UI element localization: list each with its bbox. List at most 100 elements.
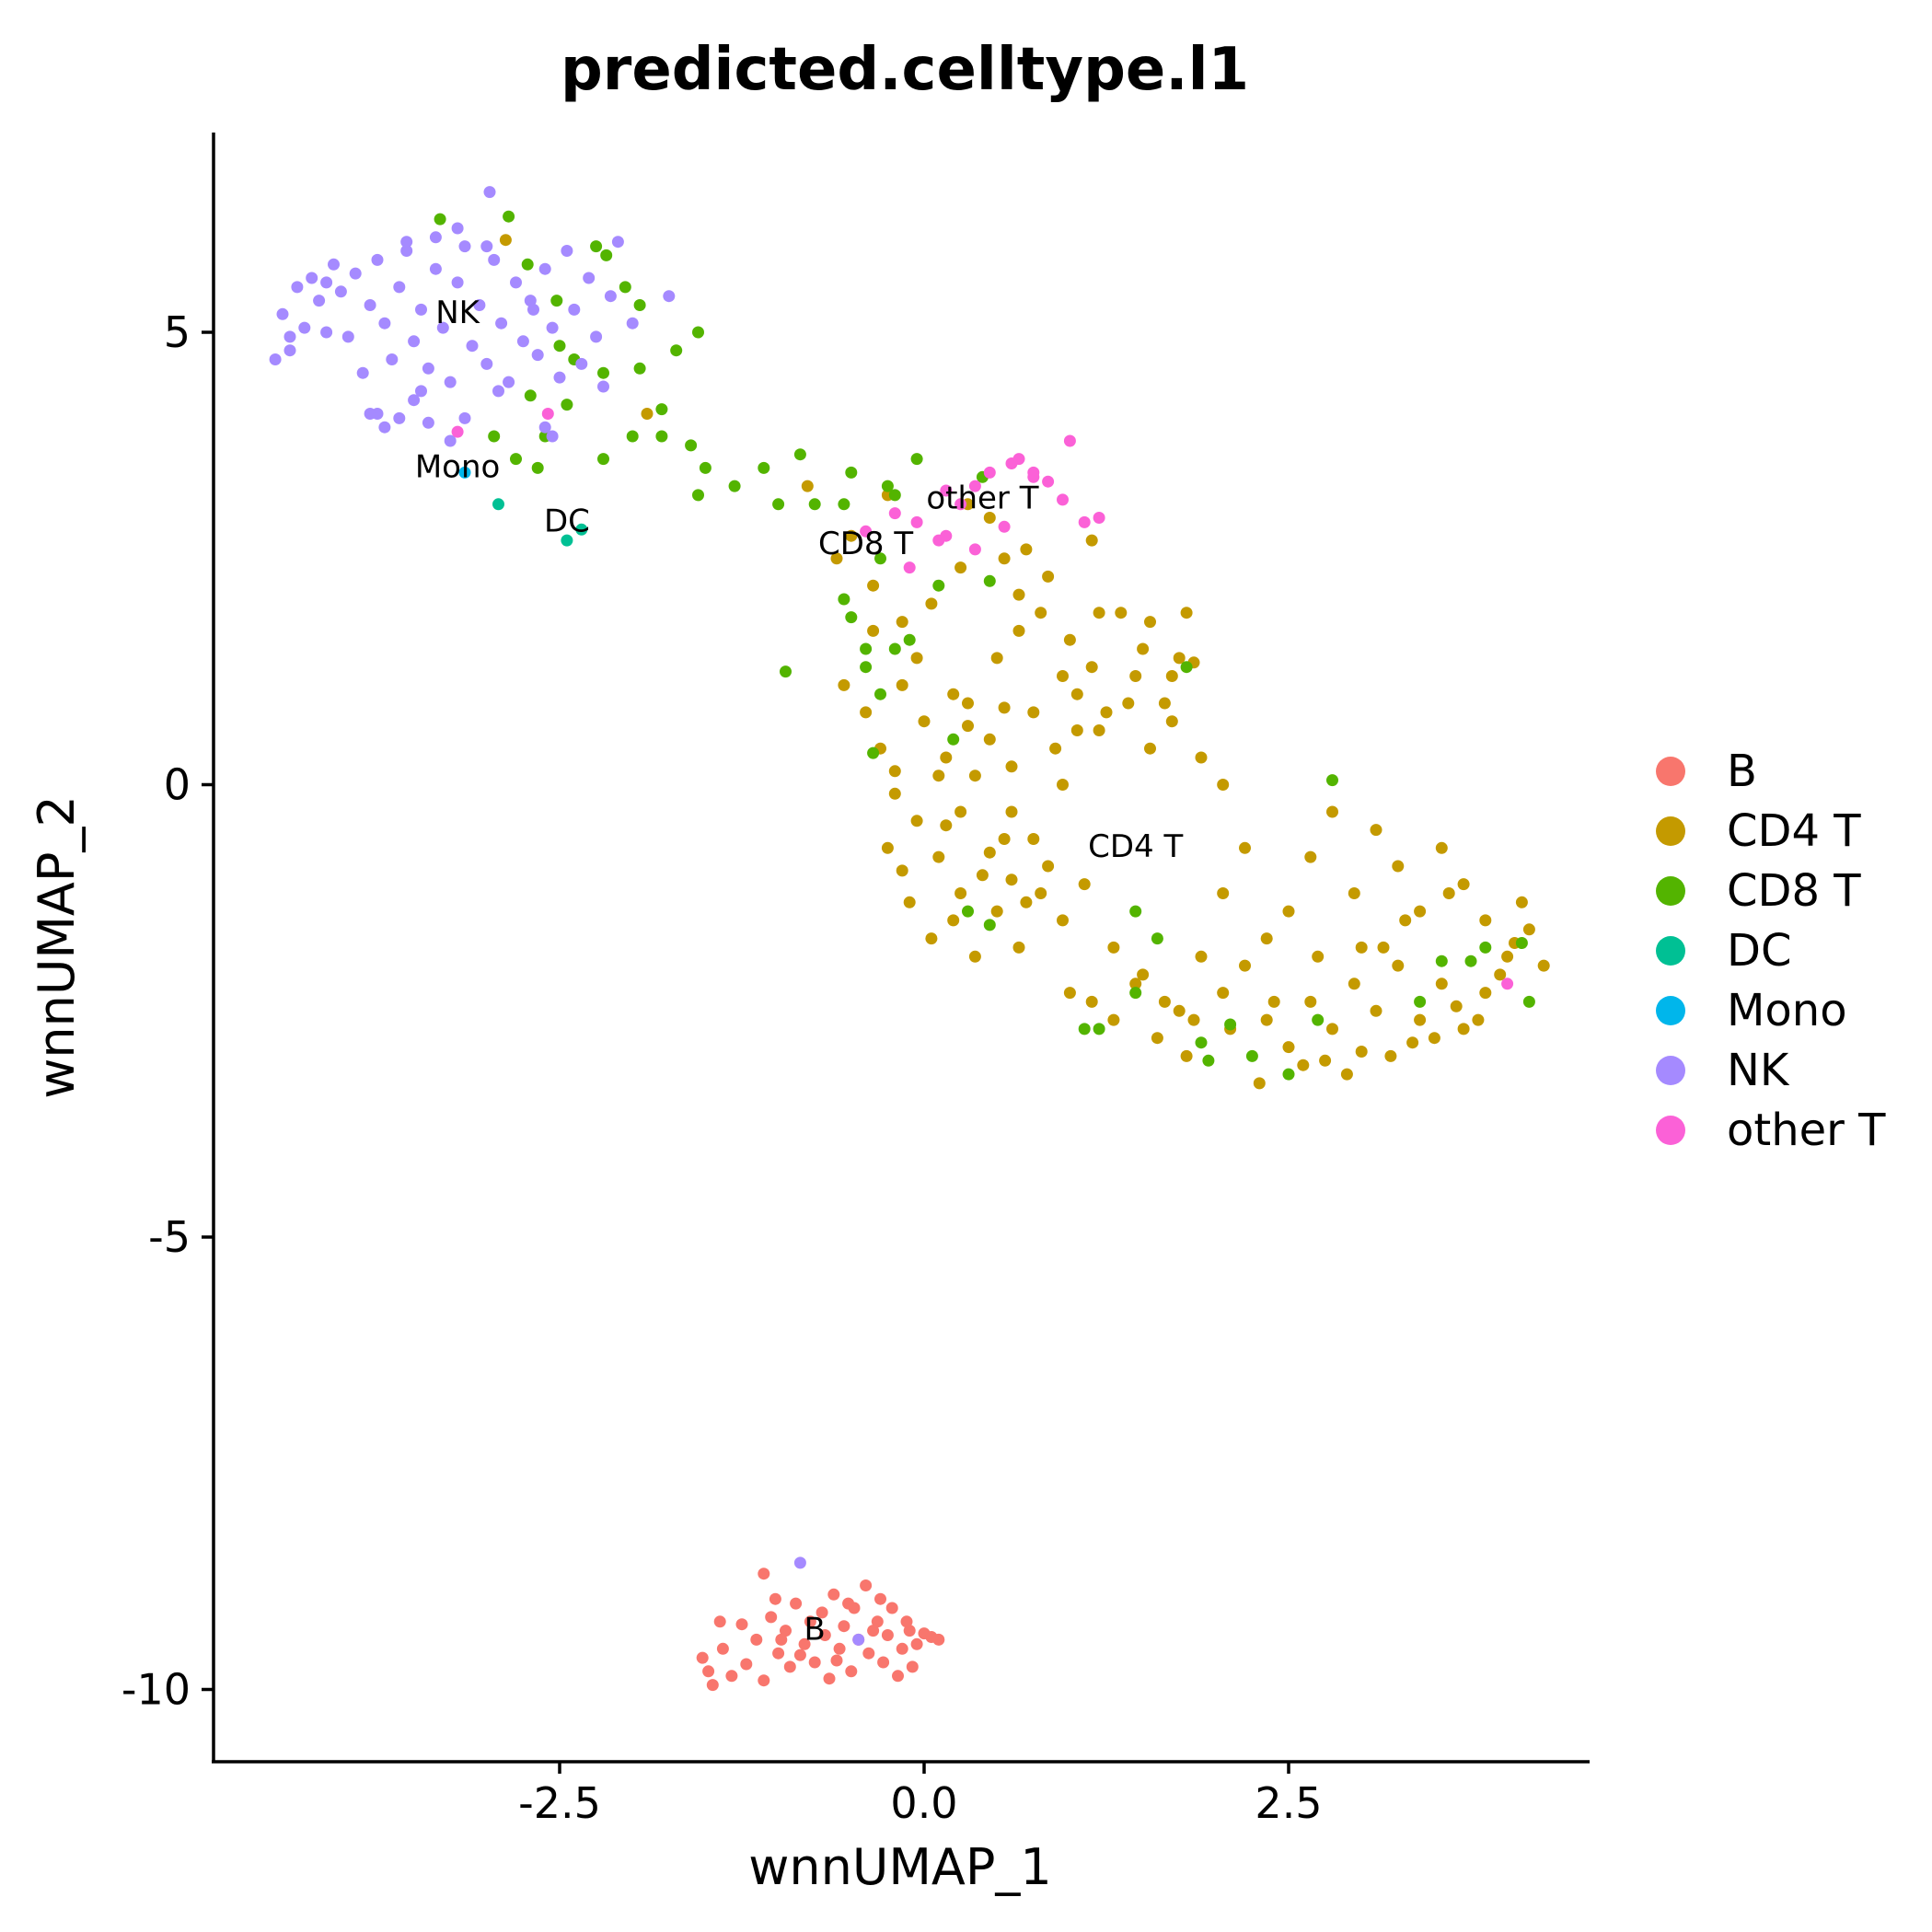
point-cd8-t [561, 399, 573, 411]
point-nk [546, 321, 559, 334]
point-cd8-t [793, 448, 806, 461]
point-cd4-t [998, 833, 1011, 845]
point-nk [408, 394, 421, 407]
point-cd4-t [1173, 652, 1186, 665]
point-nk [298, 321, 311, 334]
point-cd8-t [888, 489, 901, 502]
point-cd4-t [1260, 932, 1273, 945]
point-cd4-t [1129, 670, 1142, 682]
point-nk [320, 276, 333, 289]
point-nk [611, 236, 624, 249]
point-cd8-t [780, 665, 792, 678]
point-cd4-t [954, 561, 967, 574]
point-cd4-t [1122, 697, 1135, 710]
point-nk [436, 321, 449, 334]
point-nk [371, 253, 384, 266]
point-cd4-t [1195, 751, 1208, 764]
point-b [862, 1647, 875, 1660]
point-cd8-t [962, 905, 974, 918]
point-nk [516, 335, 529, 348]
point-cd8-t [838, 498, 850, 511]
point-b [903, 1625, 916, 1637]
point-cd4-t [867, 624, 880, 637]
point-cd8-t [434, 213, 446, 226]
point-cd4-t [896, 864, 908, 877]
point-nk [328, 258, 340, 271]
point-cd4-t [1304, 995, 1317, 1008]
point-cd8-t [983, 574, 996, 587]
point-cd8-t [553, 340, 566, 353]
legend-key-cd4-t [1656, 816, 1685, 846]
point-cd4-t [860, 706, 873, 719]
point-cd4-t [1537, 959, 1550, 972]
point-b [871, 1615, 884, 1628]
point-nk [527, 303, 539, 316]
point-cd8-t [692, 326, 704, 339]
point-other-t [1501, 978, 1514, 990]
point-cd8-t [655, 430, 668, 443]
point-other-t [998, 520, 1011, 533]
point-b [750, 1633, 763, 1646]
point-cd4-t [499, 234, 512, 247]
point-nk [422, 362, 434, 375]
point-nk [531, 349, 544, 362]
point-cd8-t [597, 366, 609, 379]
point-nk [524, 295, 537, 307]
point-cd8-t [633, 299, 646, 311]
x-tick-label: 2.5 [1255, 1778, 1322, 1828]
point-cd8-t [1129, 905, 1142, 918]
point-nk [364, 408, 376, 420]
point-cd8-t [503, 210, 515, 223]
point-nk [852, 1633, 865, 1646]
point-cd8-t [867, 746, 880, 759]
point-cd4-t [1479, 987, 1492, 1000]
legend-label-mono: Mono [1727, 985, 1847, 1036]
point-cd4-t [1472, 1013, 1485, 1026]
point-other-t [888, 507, 901, 520]
y-tick-label: 0 [164, 760, 191, 810]
point-nk [451, 222, 464, 235]
point-cd4-t [1005, 805, 1018, 818]
point-cd8-t [1464, 954, 1477, 967]
cluster-label: Mono [415, 448, 501, 485]
point-cd4-t [932, 769, 945, 782]
point-cd8-t [510, 453, 522, 466]
point-cd8-t [1078, 1023, 1091, 1035]
point-b [867, 1625, 880, 1637]
point-cd4-t [1326, 805, 1338, 818]
point-cd4-t [845, 529, 858, 542]
point-cd4-t [1115, 607, 1128, 619]
point-b [716, 1642, 729, 1655]
point-nk [597, 380, 609, 393]
point-cd8-t [1312, 1013, 1325, 1026]
point-cd4-t [1173, 1004, 1186, 1017]
point-cd8-t [600, 249, 613, 261]
point-b [780, 1625, 792, 1637]
point-nk [341, 330, 354, 343]
point-b [892, 1670, 904, 1683]
point-b [804, 1615, 816, 1628]
point-cd8-t [1479, 941, 1492, 954]
point-b [783, 1660, 796, 1673]
point-nk [451, 276, 464, 289]
point-cd4-t [1093, 607, 1105, 619]
point-cd4-t [1107, 1013, 1120, 1026]
point-cd8-t [1414, 995, 1427, 1008]
y-ticks-layer: 5 0 -5 -10 [121, 307, 214, 1715]
legend-label-cd8-t: CD8 T [1727, 865, 1861, 917]
point-b [900, 1615, 913, 1628]
point-cd4-t [1377, 941, 1390, 954]
point-cd4-t [867, 579, 880, 592]
point-other-t [860, 525, 873, 538]
point-b [896, 1642, 908, 1655]
point-cd8-t [626, 430, 639, 443]
points-layer [269, 186, 1550, 1692]
point-cd4-t [910, 652, 923, 665]
point-cd4-t [1012, 941, 1025, 954]
point-cd4-t [983, 512, 996, 524]
point-cd4-t [1392, 860, 1405, 873]
point-cd4-t [940, 819, 953, 832]
point-cd4-t [990, 905, 1003, 918]
point-cd4-t [983, 846, 996, 859]
point-nk [483, 186, 496, 199]
